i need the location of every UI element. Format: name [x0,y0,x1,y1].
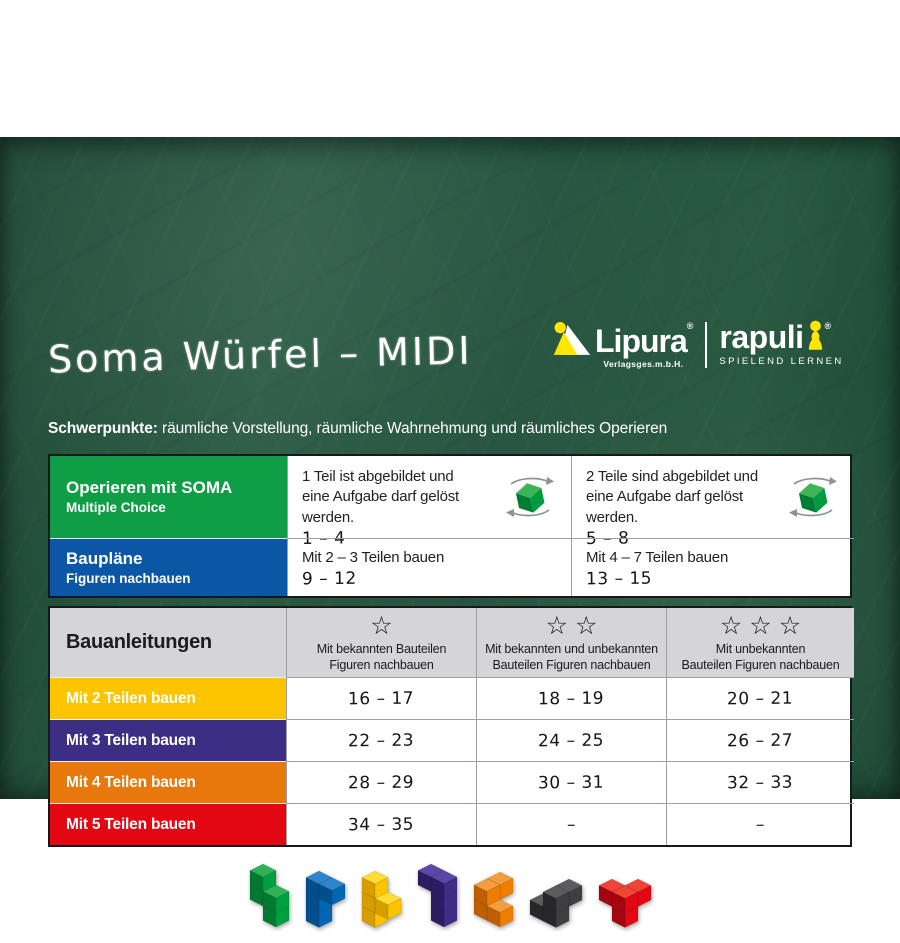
publisher-logos: Lipura ® Verlagsges.m.b.H. rapuli ® SPIE… [552,320,844,369]
rapuli-subtitle: SPIELEND LERNEN [719,356,844,367]
task-range: 9 – 12 [301,569,357,590]
table-value: 20 – 21 [666,677,854,719]
table-value: – [476,803,666,845]
value-text: 22 – 23 [348,730,415,751]
table-value: 18 – 19 [476,677,666,719]
focus-text: räumliche Vorstellung, räumliche Wahrneh… [162,420,668,437]
focus-label: Schwerpunkte: [48,420,158,437]
chalkboard: Soma Würfel – MIDI Lipura ® Verlagsges.m… [0,137,900,928]
logo-divider [705,322,708,368]
lipura-wordmark: Lipura [595,323,688,359]
soma-piece-blue [304,870,346,928]
row-subtitle: Multiple Choice [66,500,166,516]
difficulty-column-1: ☆ Mit bekannten Bauteilen Figuren nachba… [286,608,476,677]
row-header-bauplaene: Baupläne Figuren nachbauen [50,538,287,596]
three-stars-icon: ☆☆☆ [719,611,809,640]
value-text: – [566,814,577,835]
task-text: 1 Teil ist abgebildet und eine Aufgabe d… [302,468,459,526]
rotating-cube-icon [506,477,554,517]
table-value: 16 – 17 [286,677,476,719]
task-cell: 1 Teil ist abgebildet und eine Aufgabe d… [287,456,571,549]
column-label-line1: Mit bekannten Bauteilen [316,641,447,656]
table-value: 26 – 27 [666,719,854,761]
lipura-subtitle: Verlagsges.m.b.H. [603,359,684,369]
column-label-line2: Figuren nachbauen [329,657,434,672]
table-value: 34 – 35 [286,803,476,845]
difficulty-column-2: ☆☆ Mit bekannten und unbekannten Bauteil… [476,608,666,677]
soma-piece-orange [472,871,514,928]
column-label-line2: Bauteilen Figuren nachbauen [492,657,651,672]
row-subtitle: Figuren nachbauen [66,570,191,586]
focus-line: Schwerpunkte: räumliche Vorstellung, räu… [48,420,667,438]
value-text: 30 – 31 [538,772,605,793]
soma-pieces-strip [48,848,852,928]
value-text: 32 – 33 [727,772,794,793]
row-title: Operieren mit SOMA [66,478,233,498]
soma-piece-yellow [360,870,402,928]
table-value: 28 – 29 [286,761,476,803]
value-text: – [755,814,766,835]
value-text: 16 – 17 [348,688,415,709]
lipura-logo: Lipura ® Verlagsges.m.b.H. [552,320,693,369]
rapuli-registered-mark: ® [824,321,832,331]
task-text: Mit 2 – 3 Teilen bauen [302,549,445,566]
soma-piece-green [248,863,290,928]
difficulty-column-3: ☆☆☆ Mit unbekannten Bauteilen Figuren na… [666,608,854,677]
lipura-triangle-icon [553,321,591,355]
task-cell: 2 Teile sind abgebildet und eine Aufgabe… [571,456,854,549]
row-header-operieren: Operieren mit SOMA Multiple Choice [50,456,287,538]
task-range: 13 – 15 [585,568,653,590]
two-stars-icon: ☆☆ [545,611,605,640]
table-value: – [666,803,854,845]
row-header-5-teile: Mit 5 Teilen bauen [50,803,286,845]
task-cell: Mit 4 – 7 Teilen bauen 13 – 15 [571,538,854,596]
table-value: 32 – 33 [666,761,854,803]
task-text: 2 Teile sind abgebildet und eine Aufgabe… [586,468,758,526]
value-text: 26 – 27 [727,730,794,751]
value-text: 34 – 35 [348,814,415,835]
value-text: 18 – 19 [538,688,605,709]
table-value: 30 – 31 [476,761,666,803]
table-value: 24 – 25 [476,719,666,761]
row-title: Baupläne [66,548,143,568]
column-label-line1: Mit bekannten und unbekannten [485,641,658,656]
operating-table: Operieren mit SOMA Multiple Choice 1 Tei… [48,454,854,598]
rapuli-wordmark: rapuli [719,319,804,355]
row-header-4-teile: Mit 4 Teilen bauen [50,761,286,803]
column-label-line1: Mit unbekannten [715,641,806,656]
row-header-2-teile: Mit 2 Teilen bauen [50,677,286,719]
lipura-registered-mark: ® [686,321,694,331]
one-star-icon: ☆ [370,611,400,640]
value-text: 28 – 29 [348,772,415,793]
instructions-table: Bauanleitungen ☆ Mit bekannten Bauteilen… [48,606,854,847]
row-header-3-teile: Mit 3 Teilen bauen [50,719,286,761]
rapuli-logo: rapuli ® SPIELEND LERNEN [719,320,843,367]
table-header-title: Bauanleitungen [50,608,286,677]
task-text: Mit 4 – 7 Teilen bauen [586,549,729,566]
column-label-line2: Bauteilen Figuren nachbauen [681,657,840,672]
table-value: 22 – 23 [286,719,476,761]
soma-piece-red [597,878,652,928]
value-text: 24 – 25 [538,730,605,751]
rapuli-pawn-icon [808,320,822,350]
value-text: 20 – 21 [727,688,794,709]
soma-piece-black [528,878,583,928]
rotating-cube-icon [789,477,837,517]
soma-piece-purple [416,863,458,928]
page-title: Soma Würfel – MIDI [47,328,474,382]
task-cell: Mit 2 – 3 Teilen bauen 9 – 12 [287,538,571,596]
